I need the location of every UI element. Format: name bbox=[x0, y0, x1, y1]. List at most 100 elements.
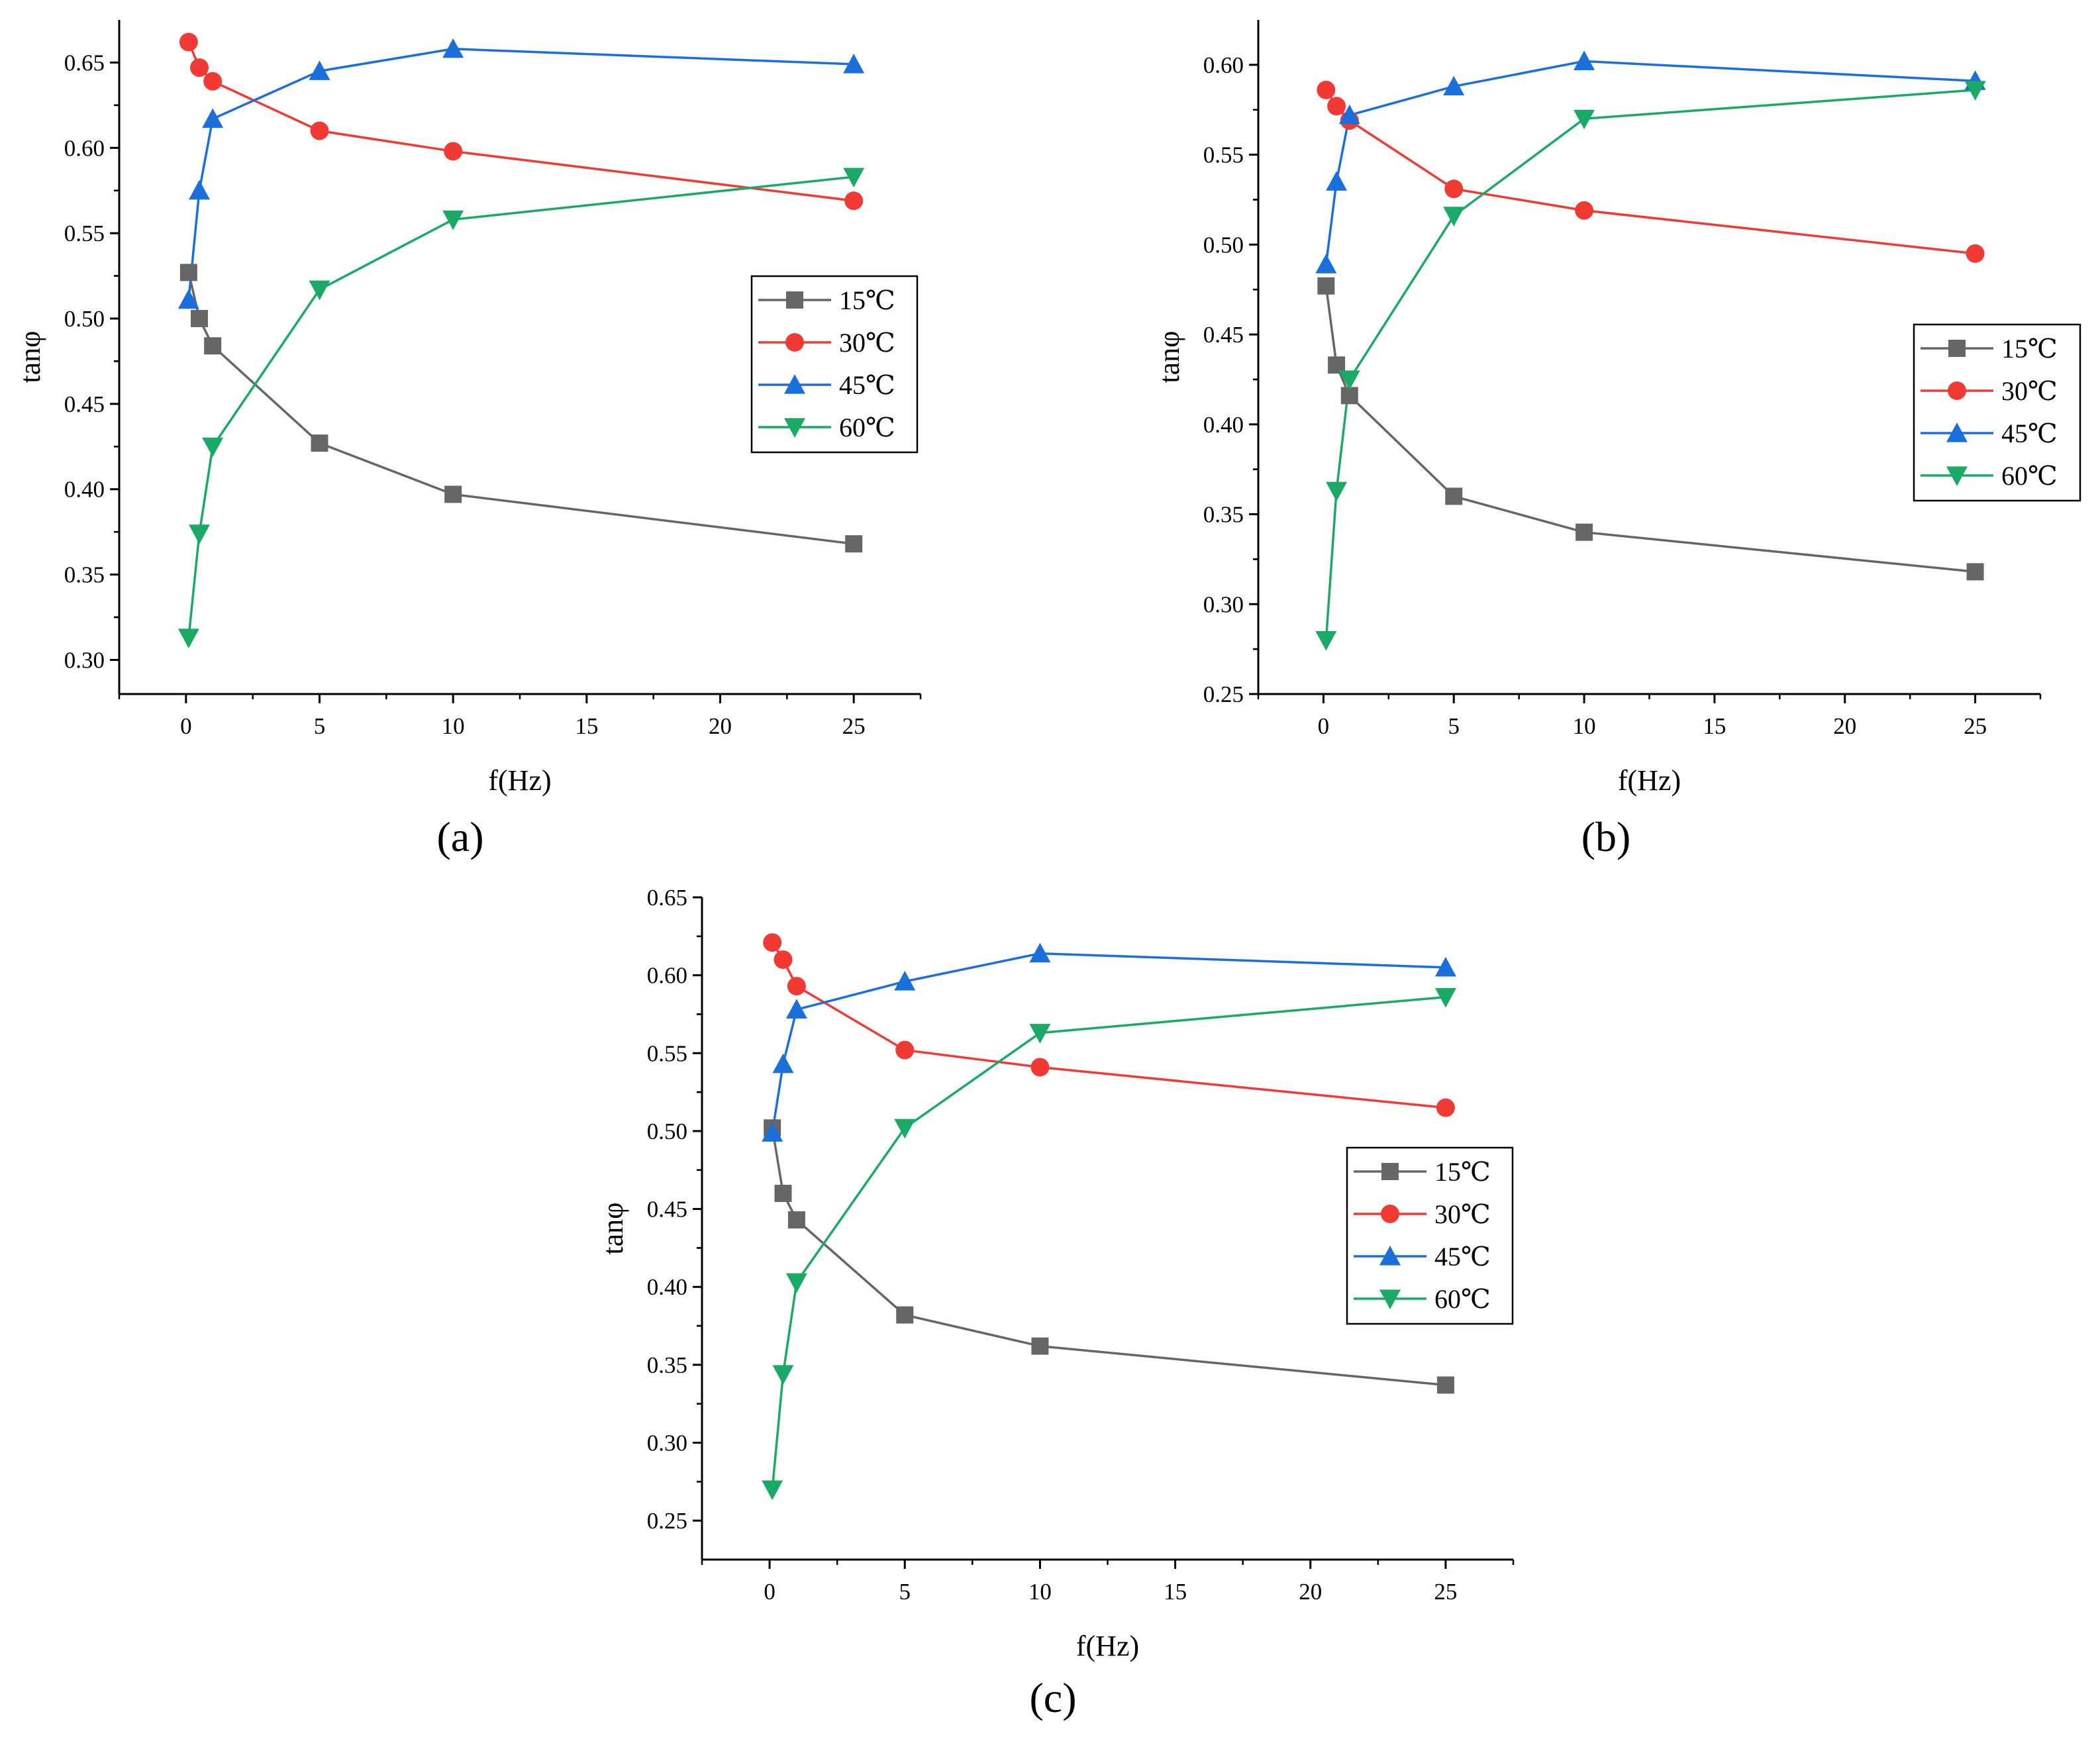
y-tick-label: 0.50 bbox=[1203, 232, 1244, 258]
y-tick-label: 0.50 bbox=[647, 1119, 687, 1144]
x-tick-label: 0 bbox=[1318, 713, 1330, 739]
legend-label: 15℃ bbox=[839, 285, 895, 315]
panel-label: (a) bbox=[436, 813, 483, 860]
y-tick-label: 0.25 bbox=[647, 1508, 687, 1534]
x-axis-title: f(Hz) bbox=[488, 764, 551, 797]
x-tick-label: 0 bbox=[764, 1579, 775, 1605]
data-point bbox=[1031, 1337, 1049, 1355]
x-tick-label: 10 bbox=[1028, 1579, 1052, 1605]
y-axis-title: tanφ bbox=[597, 1202, 629, 1254]
legend-marker bbox=[1946, 466, 1968, 486]
x-tick-label: 5 bbox=[899, 1579, 911, 1605]
chart-panel-c: 0 5 10 15 20 25 0.25 0.30 0.35 0.40 0.45 0.50 0.55 0.… bbox=[597, 885, 1515, 1721]
legend-marker bbox=[1948, 381, 1966, 400]
y-tick-label: 0.60 bbox=[64, 135, 105, 161]
y-tick-label: 0.60 bbox=[647, 963, 687, 989]
x-tick-label: 25 bbox=[842, 713, 866, 739]
data-point bbox=[177, 289, 199, 309]
y-tick-label: 0.65 bbox=[647, 885, 687, 911]
data-point bbox=[191, 310, 208, 328]
legend-marker bbox=[1381, 1205, 1399, 1223]
data-point bbox=[772, 1053, 794, 1073]
legend-label: 15℃ bbox=[1434, 1157, 1491, 1187]
y-tick-label: 0.55 bbox=[1203, 142, 1244, 168]
data-point bbox=[1326, 481, 1348, 502]
series-line-3 bbox=[1325, 89, 1975, 640]
data-point bbox=[444, 142, 463, 161]
data-point bbox=[785, 1273, 807, 1293]
x-tick-label: 25 bbox=[1964, 713, 1987, 739]
data-point bbox=[189, 524, 210, 544]
legend: 15℃ 30℃ 45℃ 60℃ bbox=[1913, 323, 2081, 502]
panel-label: (c) bbox=[1029, 1674, 1076, 1721]
data-point bbox=[1436, 1376, 1454, 1394]
data-point bbox=[202, 108, 224, 128]
legend-marker bbox=[1379, 1246, 1401, 1266]
x-tick-label: 5 bbox=[1448, 713, 1460, 739]
data-point bbox=[1966, 563, 1984, 581]
data-point bbox=[1029, 1024, 1051, 1044]
data-point bbox=[203, 72, 223, 91]
data-point bbox=[442, 38, 464, 58]
data-point bbox=[179, 32, 198, 52]
y-tick-label: 0.45 bbox=[647, 1197, 687, 1223]
x-tick-label: 0 bbox=[180, 713, 192, 739]
data-point bbox=[1574, 109, 1595, 130]
y-tick-label: 0.30 bbox=[647, 1430, 687, 1456]
y-tick-label: 0.50 bbox=[64, 306, 105, 332]
data-point bbox=[311, 434, 328, 452]
data-point bbox=[843, 168, 865, 188]
y-tick-label: 0.35 bbox=[1203, 502, 1244, 528]
data-point bbox=[202, 437, 224, 458]
data-point bbox=[1444, 179, 1464, 199]
data-point bbox=[1317, 277, 1335, 295]
x-tick-label: 15 bbox=[1703, 713, 1726, 739]
series-line-1 bbox=[187, 41, 854, 202]
data-point bbox=[1317, 80, 1336, 99]
data-point bbox=[1575, 523, 1593, 541]
data-point bbox=[785, 999, 807, 1019]
y-axis-title: tanφ bbox=[14, 330, 46, 383]
x-tick-label: 10 bbox=[1573, 713, 1596, 739]
legend-marker bbox=[1946, 423, 1968, 442]
data-point bbox=[1338, 104, 1360, 125]
y-tick-label: 0.60 bbox=[1203, 52, 1244, 78]
data-point bbox=[787, 977, 806, 996]
legend-marker bbox=[784, 418, 805, 438]
legend-marker bbox=[1381, 1163, 1399, 1180]
data-point bbox=[895, 1040, 915, 1060]
legend-box bbox=[750, 275, 919, 454]
data-point bbox=[1338, 370, 1360, 390]
x-axis-title: f(Hz) bbox=[1076, 1630, 1139, 1662]
legend-label: 45℃ bbox=[1434, 1242, 1491, 1272]
y-tick-label: 0.30 bbox=[1203, 591, 1244, 617]
data-point bbox=[1434, 987, 1456, 1008]
legend-label: 60℃ bbox=[2001, 461, 2058, 491]
data-point bbox=[1445, 487, 1463, 505]
data-point bbox=[1436, 1098, 1455, 1117]
data-point bbox=[1030, 1058, 1050, 1077]
data-point bbox=[763, 933, 782, 952]
data-point bbox=[190, 58, 209, 77]
data-point bbox=[1327, 97, 1346, 116]
x-tick-label: 15 bbox=[575, 713, 598, 739]
x-tick-label: 20 bbox=[709, 713, 732, 739]
series-line-3 bbox=[187, 175, 854, 638]
data-point bbox=[762, 1480, 783, 1501]
y-tick-label: 0.45 bbox=[64, 391, 105, 417]
data-point bbox=[1575, 201, 1594, 220]
series-line-3 bbox=[771, 995, 1446, 1490]
data-point bbox=[204, 337, 222, 355]
data-point bbox=[309, 280, 330, 301]
legend-label: 60℃ bbox=[1434, 1284, 1491, 1314]
data-point bbox=[844, 191, 864, 211]
legend-label: 15℃ bbox=[2001, 334, 2058, 364]
data-point bbox=[179, 264, 197, 281]
data-point bbox=[177, 628, 199, 648]
x-tick-label: 20 bbox=[1299, 1579, 1322, 1605]
legend: 15℃ 30℃ 45℃ 60℃ bbox=[1346, 1146, 1514, 1325]
data-point bbox=[845, 535, 863, 553]
y-tick-label: 0.40 bbox=[64, 477, 105, 503]
x-tick-label: 20 bbox=[1833, 713, 1856, 739]
